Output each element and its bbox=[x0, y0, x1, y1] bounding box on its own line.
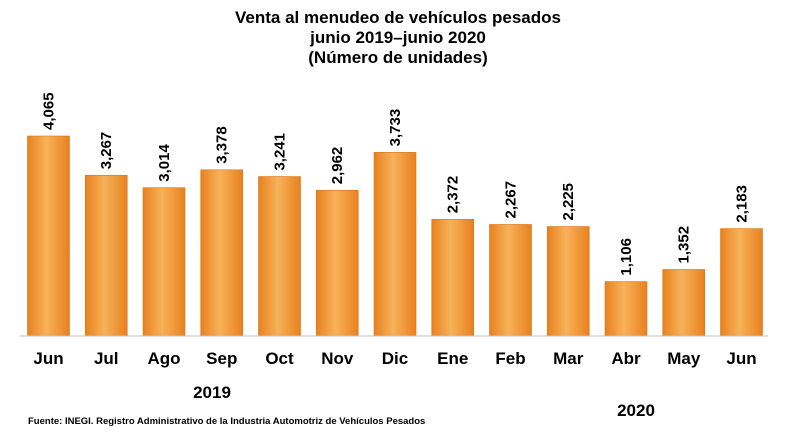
x-tick-label-8: Feb bbox=[495, 349, 525, 368]
chart-title-line-1: Venta al menudeo de vehículos pesados bbox=[235, 8, 561, 27]
data-label-12: 2,183 bbox=[734, 185, 751, 223]
x-tick-label-1: Jul bbox=[94, 349, 119, 368]
source-note: Fuente: INEGI. Registro Administrativo d… bbox=[28, 416, 426, 427]
bar-5 bbox=[315, 189, 359, 337]
data-label-4: 3,241 bbox=[272, 133, 289, 171]
bar-8 bbox=[489, 224, 532, 337]
bar-10 bbox=[604, 281, 648, 337]
bar-3 bbox=[200, 169, 244, 337]
bar-4 bbox=[258, 176, 301, 337]
bar-11 bbox=[662, 269, 706, 337]
x-tick-label-10: Abr bbox=[611, 349, 641, 368]
data-label-5: 2,962 bbox=[329, 147, 346, 185]
x-tick-label-12: Jun bbox=[726, 349, 756, 368]
data-label-7: 2,372 bbox=[445, 176, 462, 214]
data-label-6: 3,733 bbox=[387, 109, 404, 147]
data-label-0: 4,065 bbox=[41, 92, 58, 130]
bar-0 bbox=[27, 135, 70, 337]
bar-12 bbox=[720, 228, 763, 337]
x-tick-label-11: May bbox=[667, 349, 701, 368]
data-label-3: 3,378 bbox=[214, 126, 231, 164]
year-label-2020: 2020 bbox=[617, 401, 655, 420]
data-label-10: 1,106 bbox=[618, 238, 635, 276]
bar-1 bbox=[84, 174, 128, 337]
chart-title-line-2: junio 2019–junio 2020 bbox=[310, 28, 486, 47]
data-label-1: 3,267 bbox=[98, 132, 115, 170]
year-label-2019: 2019 bbox=[193, 383, 231, 402]
x-tick-label-2: Ago bbox=[147, 349, 180, 368]
bar-9 bbox=[546, 226, 590, 337]
x-tick-label-4: Oct bbox=[265, 349, 294, 368]
x-tick-label-3: Sep bbox=[206, 349, 237, 368]
x-tick-label-5: Nov bbox=[321, 349, 354, 368]
x-tick-label-0: Jun bbox=[33, 349, 63, 368]
chart-title-line-3: (Número de unidades) bbox=[308, 48, 488, 67]
x-tick-label-6: Dic bbox=[382, 349, 408, 368]
bar-2 bbox=[142, 187, 186, 337]
x-tick-label-7: Ene bbox=[437, 349, 468, 368]
data-label-9: 2,225 bbox=[560, 183, 577, 221]
data-label-8: 2,267 bbox=[503, 181, 520, 219]
x-tick-label-9: Mar bbox=[553, 349, 584, 368]
data-label-11: 1,352 bbox=[676, 226, 693, 264]
bar-6 bbox=[373, 152, 417, 337]
bar-7 bbox=[431, 218, 475, 337]
data-label-2: 3,014 bbox=[156, 144, 173, 182]
